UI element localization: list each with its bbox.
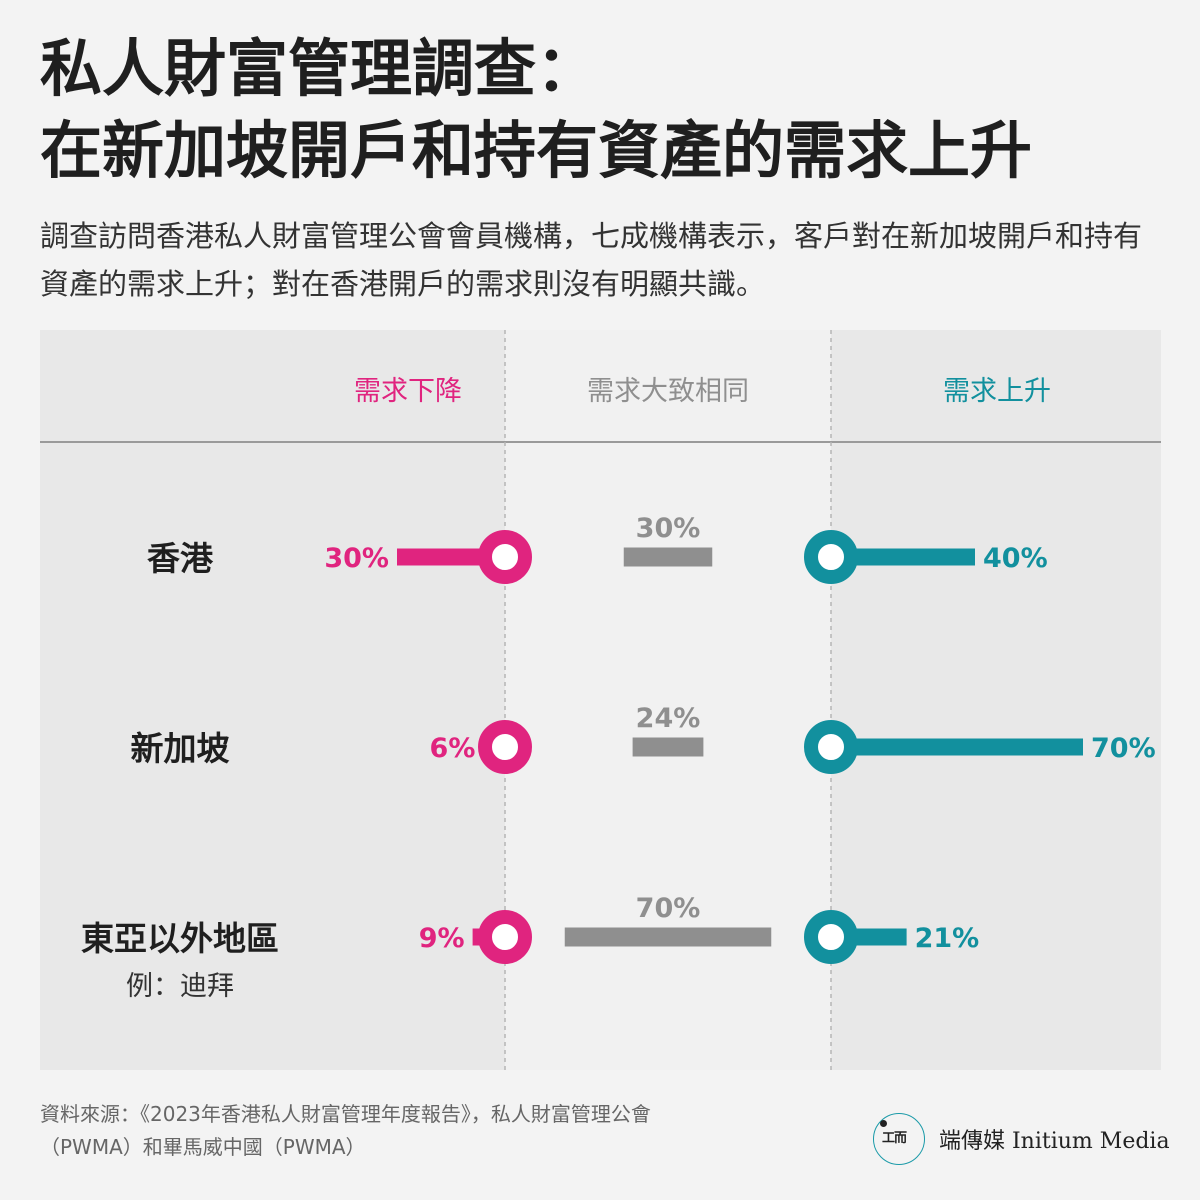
row-note-3: 例：迪拜 xyxy=(126,971,234,1002)
decrease-marker-3 xyxy=(478,910,532,964)
row-label-1: 香港 xyxy=(147,539,214,578)
title-line-1: 私人財富管理調查： xyxy=(40,32,599,105)
decrease-label-3: 9% xyxy=(419,923,465,954)
decrease-label-1: 30% xyxy=(324,543,389,574)
same-bar-3 xyxy=(564,927,772,947)
initium-logo[interactable]: 工而 端傳媒 Initium Media xyxy=(873,1113,1173,1169)
increase-marker-1 xyxy=(804,530,858,584)
logo-name: 端傳媒 Initium Media xyxy=(939,1129,1170,1154)
same-bar-2 xyxy=(632,737,704,757)
increase-bar-2 xyxy=(831,738,1083,756)
source-note: 資料來源：《2023年香港私人財富管理年度報告》，私人財富管理公會 （PWMA）… xyxy=(40,1098,800,1164)
column-header-1: 需求下降 xyxy=(354,376,462,407)
column-header-3: 需求上升 xyxy=(943,376,1051,407)
panel-middle xyxy=(505,330,831,1070)
decrease-bar-1 xyxy=(397,548,505,566)
increase-bar-1 xyxy=(831,548,975,566)
panel-left xyxy=(40,330,505,1070)
row-label-2: 新加坡 xyxy=(131,729,230,768)
same-label-3: 70% xyxy=(636,893,701,924)
panel-right xyxy=(831,330,1161,1070)
same-label-1: 30% xyxy=(636,513,701,544)
chart-title: 私人財富管理調查： 在新加坡開戶和持有資產的需求上升 xyxy=(40,28,1170,192)
title-line-2: 在新加坡開戶和持有資產的需求上升 xyxy=(40,114,1033,187)
same-label-2: 24% xyxy=(636,703,701,734)
increase-marker-3 xyxy=(804,910,858,964)
decrease-label-2: 6% xyxy=(430,733,476,764)
increase-label-1: 40% xyxy=(983,543,1048,574)
logo-mark-icon: 工而 xyxy=(873,1113,925,1165)
decrease-marker-2 xyxy=(478,720,532,774)
logo-dot xyxy=(880,1120,887,1127)
logo-glyph: 工而 xyxy=(881,1131,907,1146)
source-line-1: 資料來源：《2023年香港私人財富管理年度報告》，私人財富管理公會 xyxy=(40,1102,651,1126)
increase-marker-2 xyxy=(804,720,858,774)
chart-subtitle: 調查訪問香港私人財富管理公會會員機構，七成機構表示，客戶對在新加坡開戶和持有資產… xyxy=(40,219,1143,301)
increase-label-2: 70% xyxy=(1091,733,1156,764)
same-bar-1 xyxy=(623,547,713,567)
row-label-3: 東亞以外地區 xyxy=(81,919,279,958)
source-line-2: （PWMA）和畢馬威中國（PWMA） xyxy=(40,1135,366,1159)
decrease-marker-1 xyxy=(478,530,532,584)
column-header-2: 需求大致相同 xyxy=(587,376,749,407)
increase-label-3: 21% xyxy=(915,923,980,954)
